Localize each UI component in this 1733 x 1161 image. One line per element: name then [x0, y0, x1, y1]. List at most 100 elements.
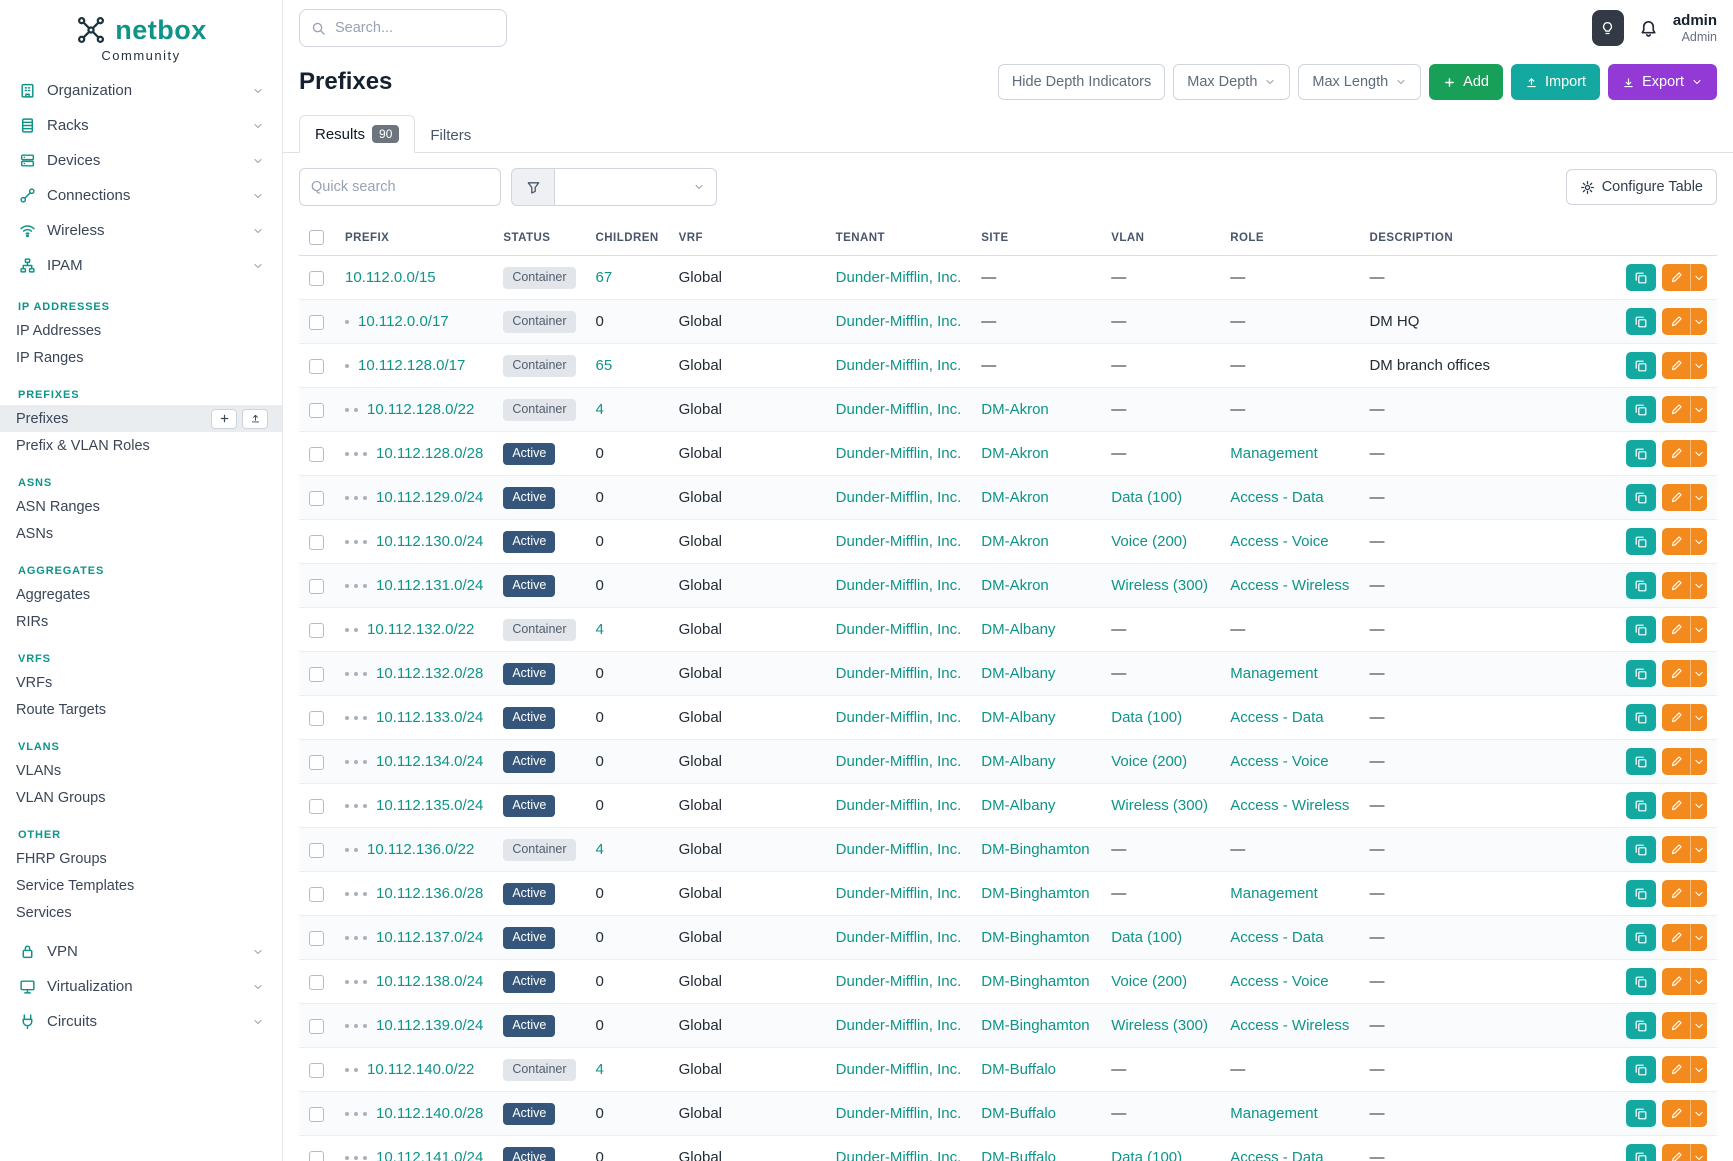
- copy-prefix-button[interactable]: [1626, 396, 1656, 424]
- prefix-link[interactable]: 10.112.129.0/24: [376, 489, 484, 507]
- sidebar-item-service-templates[interactable]: Service Templates: [0, 872, 282, 899]
- prefix-link[interactable]: 10.112.138.0/24: [376, 973, 484, 991]
- row-checkbox[interactable]: [309, 798, 324, 814]
- edit-prefix-split-button[interactable]: [1662, 572, 1707, 600]
- pencil-icon[interactable]: [1662, 704, 1690, 731]
- sidebar-item-organization[interactable]: Organization: [0, 73, 282, 108]
- vlan-link[interactable]: Voice (200): [1111, 753, 1188, 771]
- site-link[interactable]: DM-Albany: [981, 753, 1056, 771]
- pencil-icon[interactable]: [1662, 264, 1690, 291]
- prefix-link[interactable]: 10.112.141.0/24: [376, 1149, 484, 1161]
- quick-add-button[interactable]: [211, 408, 237, 429]
- edit-dropdown-caret[interactable]: [1690, 308, 1707, 336]
- user-menu[interactable]: admin Admin: [1673, 12, 1717, 45]
- sidebar-item-vlans[interactable]: VLANs: [0, 757, 282, 784]
- role-link[interactable]: Access - Wireless: [1230, 577, 1350, 595]
- role-link[interactable]: Management: [1230, 665, 1318, 683]
- sidebar-item-asn-ranges[interactable]: ASN Ranges: [0, 493, 282, 520]
- edit-dropdown-caret[interactable]: [1690, 1056, 1707, 1084]
- prefix-link[interactable]: 10.112.0.0/17: [358, 313, 449, 331]
- copy-prefix-button[interactable]: [1626, 484, 1656, 512]
- sidebar-item-circuits[interactable]: Circuits: [0, 1004, 282, 1039]
- edit-prefix-split-button[interactable]: [1662, 352, 1707, 380]
- role-link[interactable]: Management: [1230, 445, 1318, 463]
- copy-prefix-button[interactable]: [1626, 704, 1656, 732]
- global-search-input[interactable]: [335, 20, 495, 36]
- sidebar-item-prefixes[interactable]: Prefixes: [0, 405, 282, 432]
- pencil-icon[interactable]: [1662, 748, 1690, 775]
- column-header-prefix[interactable]: PREFIX: [335, 220, 494, 257]
- vlan-link[interactable]: Data (100): [1111, 1149, 1183, 1161]
- tenant-link[interactable]: Dunder-Mifflin, Inc.: [835, 401, 962, 419]
- site-link[interactable]: DM-Albany: [981, 621, 1056, 639]
- vlan-link[interactable]: Data (100): [1111, 489, 1183, 507]
- edit-dropdown-caret[interactable]: [1690, 440, 1707, 468]
- site-link[interactable]: DM-Albany: [981, 797, 1056, 815]
- edit-dropdown-caret[interactable]: [1690, 616, 1707, 644]
- edit-prefix-split-button[interactable]: [1662, 1056, 1707, 1084]
- add-button[interactable]: Add: [1429, 64, 1503, 100]
- edit-prefix-split-button[interactable]: [1662, 660, 1707, 688]
- tenant-link[interactable]: Dunder-Mifflin, Inc.: [835, 1149, 962, 1161]
- copy-prefix-button[interactable]: [1626, 1056, 1656, 1084]
- copy-prefix-button[interactable]: [1626, 528, 1656, 556]
- prefix-link[interactable]: 10.112.132.0/22: [367, 621, 475, 639]
- edit-dropdown-caret[interactable]: [1690, 968, 1707, 996]
- sidebar-item-rirs[interactable]: RIRs: [0, 608, 282, 635]
- column-header-role[interactable]: ROLE: [1220, 220, 1360, 257]
- site-link[interactable]: DM-Buffalo: [981, 1149, 1057, 1161]
- column-header-status[interactable]: STATUS: [493, 220, 586, 257]
- prefix-link[interactable]: 10.112.128.0/28: [376, 445, 484, 463]
- site-link[interactable]: DM-Binghamton: [981, 929, 1090, 947]
- copy-prefix-button[interactable]: [1626, 836, 1656, 864]
- edit-prefix-split-button[interactable]: [1662, 1144, 1707, 1161]
- row-checkbox[interactable]: [309, 710, 324, 726]
- edit-dropdown-caret[interactable]: [1690, 1100, 1707, 1128]
- edit-dropdown-caret[interactable]: [1690, 880, 1707, 908]
- configure-table-button[interactable]: Configure Table: [1565, 169, 1717, 206]
- prefix-link[interactable]: 10.112.131.0/24: [376, 577, 484, 595]
- edit-dropdown-caret[interactable]: [1690, 484, 1707, 512]
- prefix-link[interactable]: 10.112.133.0/24: [376, 709, 484, 727]
- pencil-icon[interactable]: [1662, 352, 1690, 379]
- site-link[interactable]: DM-Akron: [981, 533, 1049, 551]
- children-count-link[interactable]: 4: [595, 621, 604, 639]
- prefix-link[interactable]: 10.112.132.0/28: [376, 665, 484, 683]
- role-link[interactable]: Management: [1230, 1105, 1318, 1123]
- import-button[interactable]: Import: [1510, 64, 1601, 100]
- row-checkbox[interactable]: [309, 842, 324, 858]
- sidebar-item-aggregates[interactable]: Aggregates: [0, 581, 282, 608]
- row-checkbox[interactable]: [309, 1018, 324, 1034]
- pencil-icon[interactable]: [1662, 968, 1690, 995]
- column-header-tenant[interactable]: TENANT: [825, 220, 972, 257]
- prefix-link[interactable]: 10.112.134.0/24: [376, 753, 484, 771]
- edit-dropdown-caret[interactable]: [1690, 352, 1707, 380]
- pencil-icon[interactable]: [1662, 1012, 1690, 1039]
- copy-prefix-button[interactable]: [1626, 440, 1656, 468]
- children-count-link[interactable]: 4: [595, 401, 604, 419]
- select-all-checkbox[interactable]: [309, 230, 324, 246]
- column-header-children[interactable]: CHILDREN: [585, 220, 669, 257]
- vlan-link[interactable]: Wireless (300): [1111, 1017, 1208, 1035]
- edit-prefix-split-button[interactable]: [1662, 396, 1707, 424]
- edit-prefix-split-button[interactable]: [1662, 1012, 1707, 1040]
- edit-dropdown-caret[interactable]: [1690, 1144, 1707, 1161]
- copy-prefix-button[interactable]: [1626, 616, 1656, 644]
- tenant-link[interactable]: Dunder-Mifflin, Inc.: [835, 973, 962, 991]
- pencil-icon[interactable]: [1662, 616, 1690, 643]
- hide-depth-indicators-button[interactable]: Hide Depth Indicators: [997, 64, 1166, 100]
- column-header-description[interactable]: DESCRIPTION: [1359, 220, 1616, 257]
- sidebar-item-vlan-groups[interactable]: VLAN Groups: [0, 784, 282, 811]
- sidebar-item-devices[interactable]: Devices: [0, 143, 282, 178]
- copy-prefix-button[interactable]: [1626, 1100, 1656, 1128]
- role-link[interactable]: Access - Data: [1230, 709, 1324, 727]
- pencil-icon[interactable]: [1662, 660, 1690, 687]
- children-count-link[interactable]: 67: [595, 269, 613, 287]
- site-link[interactable]: DM-Akron: [981, 445, 1049, 463]
- prefix-link[interactable]: 10.112.135.0/24: [376, 797, 484, 815]
- prefix-link[interactable]: 10.112.137.0/24: [376, 929, 484, 947]
- max-length-dropdown[interactable]: Max Length: [1298, 64, 1422, 100]
- copy-prefix-button[interactable]: [1626, 968, 1656, 996]
- edit-prefix-split-button[interactable]: [1662, 1100, 1707, 1128]
- tenant-link[interactable]: Dunder-Mifflin, Inc.: [835, 709, 962, 727]
